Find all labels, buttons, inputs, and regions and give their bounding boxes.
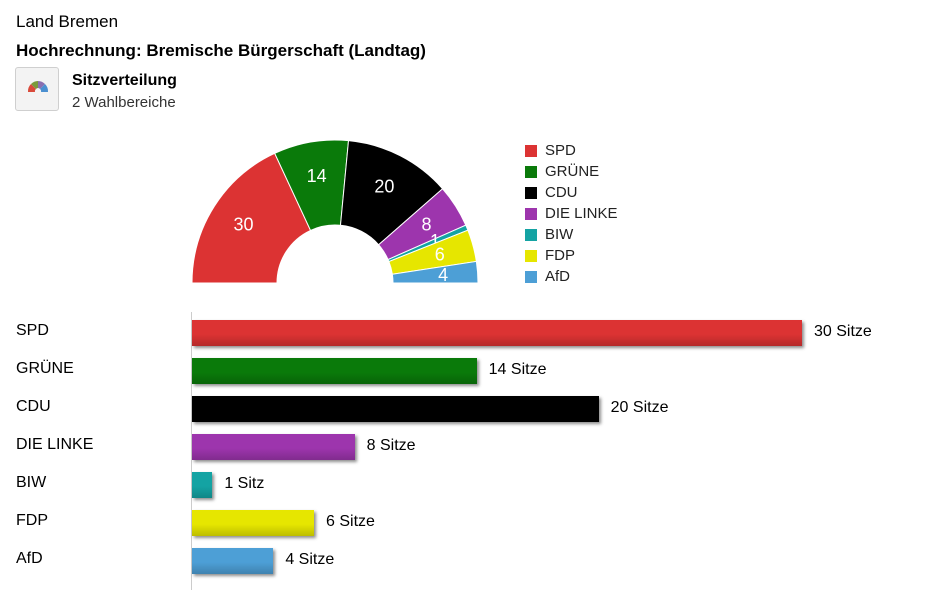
bar-category-label: BIW [16, 474, 47, 491]
legend-label: AfD [545, 268, 571, 285]
bar-die-linke[interactable] [192, 434, 355, 460]
seat-segment-afd[interactable] [391, 260, 479, 284]
bar-value-label: 1 Sitz [224, 475, 265, 492]
bar-value-label: 4 Sitze [285, 551, 335, 568]
seat-count-label: 14 [307, 166, 327, 186]
legend-label: DIE LINKE [545, 205, 618, 222]
parliament-seats-icon[interactable] [15, 67, 59, 111]
bar-afd[interactable] [192, 548, 274, 574]
legend-swatch [525, 166, 537, 178]
legend-swatch [525, 187, 537, 199]
legend-swatch [525, 208, 537, 220]
bar-category-label: CDU [16, 398, 51, 415]
legend-label: BIW [545, 226, 574, 243]
bar-category-label: FDP [16, 512, 48, 529]
bar-category-label: SPD [16, 322, 49, 339]
seat-count-label: 20 [374, 176, 394, 196]
seat-count-label: 30 [234, 215, 254, 235]
legend-swatch [525, 250, 537, 262]
legend-swatch [525, 145, 537, 157]
seat-segment-spd[interactable] [191, 152, 312, 284]
seat-segment-grüne[interactable] [274, 139, 350, 232]
bar-spd[interactable] [192, 320, 802, 346]
bar-value-label: 20 Sitze [610, 399, 669, 416]
bar-fdp[interactable] [192, 510, 314, 536]
legend-label: GRÜNE [545, 163, 600, 180]
legend-label: CDU [545, 184, 578, 201]
bar-value-label: 30 Sitze [814, 323, 872, 340]
seat-count-label: 6 [435, 245, 445, 265]
bar-cdu[interactable] [192, 396, 599, 422]
region-title: Land Bremen [16, 12, 119, 31]
legend-label: FDP [545, 247, 575, 264]
bar-category-label: GRÜNE [16, 360, 74, 377]
legend-label: SPD [545, 142, 576, 159]
bar-axis-line [191, 312, 192, 590]
bar-value-label: 14 Sitze [488, 361, 547, 378]
bar-value-label: 8 Sitze [366, 437, 416, 454]
bar-category-label: AfD [16, 550, 43, 567]
seat-count-label: 1 [430, 231, 440, 251]
page-title: Hochrechnung: Bremische Bürgerschaft (La… [16, 41, 426, 60]
bar-biw[interactable] [192, 472, 213, 498]
legend-swatch [525, 271, 537, 283]
seat-count-label: 8 [421, 215, 431, 235]
bar-grüne[interactable] [192, 358, 477, 384]
section-title: Sitzverteilung [72, 72, 177, 89]
seat-count-label: 4 [438, 265, 448, 285]
bar-value-label: 6 Sitze [326, 513, 375, 530]
legend-swatch [525, 229, 537, 241]
section-subtitle: 2 Wahlbereiche [72, 94, 176, 111]
bar-category-label: DIE LINKE [16, 436, 94, 453]
seat-segment-cdu[interactable] [339, 140, 444, 246]
